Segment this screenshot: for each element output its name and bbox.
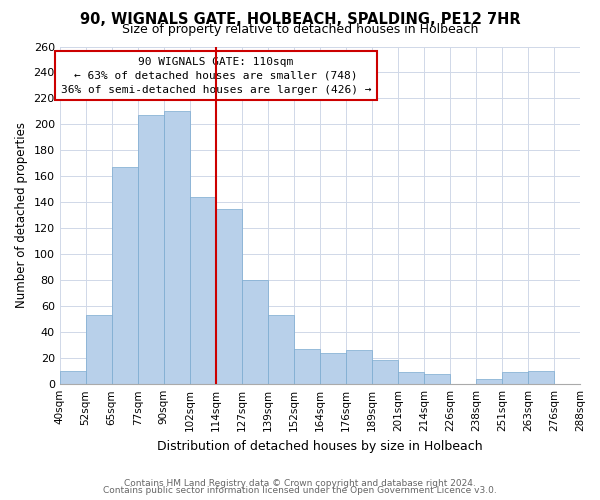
Bar <box>320 353 346 384</box>
Bar <box>294 349 320 384</box>
Y-axis label: Number of detached properties: Number of detached properties <box>15 122 28 308</box>
Bar <box>86 316 112 384</box>
Bar <box>372 360 398 384</box>
Text: 90 WIGNALS GATE: 110sqm
← 63% of detached houses are smaller (748)
36% of semi-d: 90 WIGNALS GATE: 110sqm ← 63% of detache… <box>61 56 371 94</box>
Text: Contains public sector information licensed under the Open Government Licence v3: Contains public sector information licen… <box>103 486 497 495</box>
Text: Size of property relative to detached houses in Holbeach: Size of property relative to detached ho… <box>122 22 478 36</box>
Bar <box>268 316 294 384</box>
Bar <box>190 197 216 384</box>
Bar <box>346 350 372 384</box>
Bar <box>59 371 86 384</box>
Bar <box>424 374 450 384</box>
Bar <box>398 372 424 384</box>
X-axis label: Distribution of detached houses by size in Holbeach: Distribution of detached houses by size … <box>157 440 482 452</box>
Bar <box>216 209 242 384</box>
Bar <box>242 280 268 384</box>
Bar <box>476 379 502 384</box>
Bar <box>502 372 528 384</box>
Bar <box>138 116 164 384</box>
Text: 90, WIGNALS GATE, HOLBEACH, SPALDING, PE12 7HR: 90, WIGNALS GATE, HOLBEACH, SPALDING, PE… <box>80 12 520 26</box>
Bar <box>164 112 190 384</box>
Bar <box>528 371 554 384</box>
Text: Contains HM Land Registry data © Crown copyright and database right 2024.: Contains HM Land Registry data © Crown c… <box>124 478 476 488</box>
Bar <box>112 168 138 384</box>
